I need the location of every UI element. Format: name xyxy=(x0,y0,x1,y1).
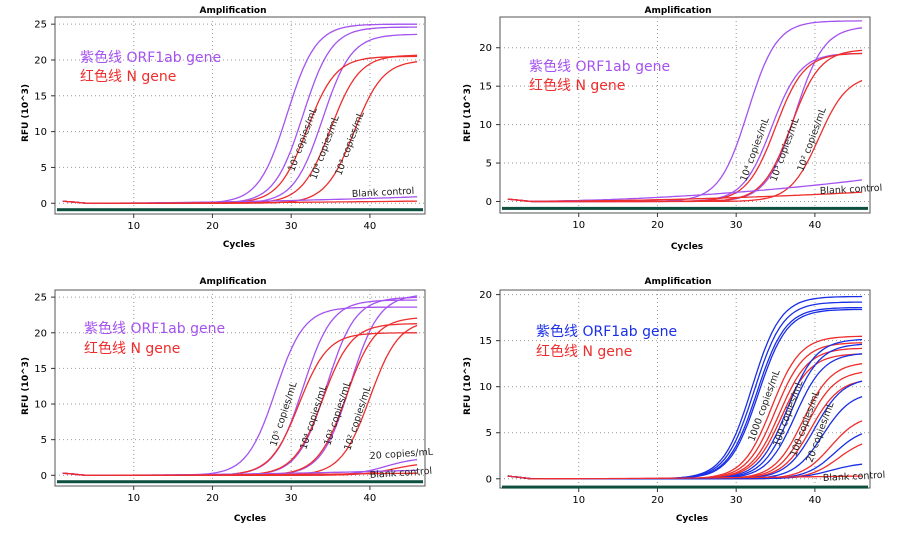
x-tick-label: 20 xyxy=(651,220,664,231)
legend-entry: 紫色线 ORF1ab gene xyxy=(80,49,221,66)
legend-entry: 红色线 N gene xyxy=(80,68,176,85)
chart-panel-4: 10 20 30 40 0 5 10 15 20 Amplification Cycles RFU (… xyxy=(463,277,886,524)
x-tick-label: 10 xyxy=(127,221,140,232)
y-tick-label: 10 xyxy=(34,127,47,138)
y-tick-label: 25 xyxy=(34,20,47,31)
plot-area xyxy=(54,16,426,215)
amplification-curve xyxy=(62,200,418,204)
y-axis-label: RFU (10^3) xyxy=(463,357,473,415)
x-tick-label: 10 xyxy=(572,220,585,231)
y-tick-label: 10 xyxy=(479,382,492,393)
y-tick-label: 0 xyxy=(41,199,47,210)
y-tick-label: 20 xyxy=(479,290,492,301)
chart-title: Amplification xyxy=(644,277,711,287)
y-tick-label: 15 xyxy=(479,336,492,347)
curve-annotation: Blank control xyxy=(823,470,886,484)
curve-annotation: Blank control xyxy=(352,186,415,200)
amplification-curve xyxy=(507,191,863,203)
chart-title: Amplification xyxy=(199,6,266,16)
x-tick-label: 30 xyxy=(285,221,298,232)
x-tick-label: 20 xyxy=(651,495,664,506)
y-tick-label: 20 xyxy=(34,55,47,66)
y-tick-label: 10 xyxy=(479,120,492,131)
legend-entry: 红色线 N gene xyxy=(529,77,625,94)
legend-entry: 紫色线 ORF1ab gene xyxy=(529,58,670,75)
y-axis-label: RFU (10^3) xyxy=(21,357,31,415)
y-tick-label: 20 xyxy=(479,43,492,54)
x-axis-label: Cycles xyxy=(676,514,708,524)
baseline-band xyxy=(57,480,423,484)
x-tick-label: 20 xyxy=(206,221,219,232)
y-tick-label: 5 xyxy=(41,163,47,174)
chart-title: Amplification xyxy=(199,277,266,287)
baseline-band xyxy=(502,485,868,489)
y-tick-label: 15 xyxy=(34,364,47,375)
y-tick-label: 0 xyxy=(486,197,492,208)
legend-entry: 红色线 N gene xyxy=(84,340,180,357)
chart-title: Amplification xyxy=(644,6,711,16)
chart-panel-1: 10 20 30 40 0 5 10 15 20 25 Amplification Cycles RFU… xyxy=(21,6,426,250)
y-axis-label: RFU (10^3) xyxy=(463,84,473,142)
y-tick-label: 5 xyxy=(41,435,47,446)
x-tick-label: 30 xyxy=(730,495,743,506)
y-tick-label: 15 xyxy=(479,82,492,93)
y-tick-label: 5 xyxy=(486,428,492,439)
x-tick-label: 20 xyxy=(206,493,219,504)
curve-annotation: 20 copies/mL xyxy=(369,447,434,462)
chart-panel-3: 10 20 30 40 0 5 10 15 20 25 Amplification Cycles RFU… xyxy=(21,277,434,524)
curve-annotation: Blank control xyxy=(369,466,432,481)
plot-area xyxy=(54,289,426,487)
x-tick-label: 30 xyxy=(730,220,743,231)
plot-area xyxy=(499,16,871,214)
y-tick-label: 15 xyxy=(34,91,47,102)
x-tick-label: 40 xyxy=(364,221,377,232)
y-tick-label: 20 xyxy=(34,328,47,339)
legend-entry: 红色线 N gene xyxy=(536,343,632,360)
amplification-curve xyxy=(507,475,863,480)
y-tick-label: 0 xyxy=(486,474,492,485)
x-tick-label: 40 xyxy=(364,493,377,504)
curve-annotation: Blank control xyxy=(820,183,883,197)
x-tick-label: 10 xyxy=(127,493,140,504)
y-tick-label: 10 xyxy=(34,400,47,411)
y-tick-label: 5 xyxy=(486,159,492,170)
y-tick-label: 0 xyxy=(41,471,47,482)
y-axis-label: RFU (10^3) xyxy=(21,84,31,142)
chart-panel-2: 10 20 30 40 0 5 10 15 20 Amplification Cycles RFU (… xyxy=(463,6,883,252)
x-tick-label: 40 xyxy=(809,220,822,231)
x-tick-label: 40 xyxy=(809,495,822,506)
y-tick-label: 25 xyxy=(34,293,47,304)
x-axis-label: Cycles xyxy=(223,240,255,250)
x-tick-label: 30 xyxy=(285,493,298,504)
amplification-curve xyxy=(62,472,418,476)
x-tick-label: 10 xyxy=(572,495,585,506)
x-axis-label: Cycles xyxy=(671,242,703,252)
legend-entry: 紫色线 ORF1ab gene xyxy=(536,323,677,340)
legend-entry: 紫色线 ORF1ab gene xyxy=(84,320,225,337)
x-axis-label: Cycles xyxy=(234,514,266,524)
baseline-band xyxy=(57,208,423,212)
baseline-band xyxy=(502,206,868,210)
